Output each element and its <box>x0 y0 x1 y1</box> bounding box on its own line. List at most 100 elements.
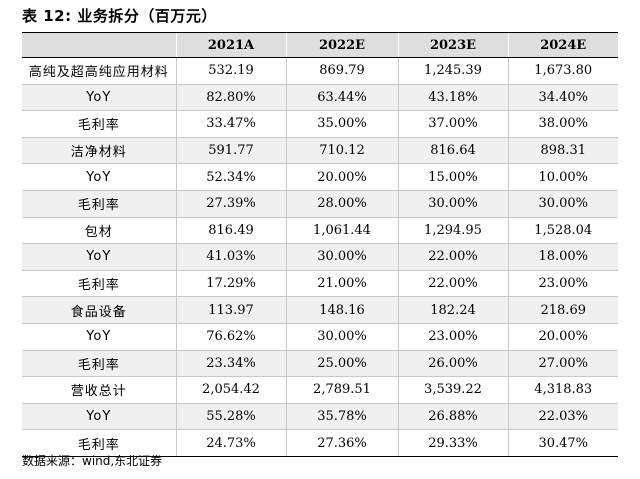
value-cell: 113.97 <box>175 296 286 324</box>
table-title: 表 12: 业务拆分（百万元） <box>22 7 217 25</box>
value-cell: 24.73% <box>175 429 286 457</box>
value-cell: 18.00% <box>507 243 618 271</box>
row-label: 洁净材料 <box>22 137 176 165</box>
header-cell-2024e: 2024E <box>507 32 618 58</box>
value-cell: 1,245.39 <box>397 57 508 85</box>
value-cell: 23.00% <box>397 323 508 351</box>
table-row: 包材 816.49 1,061.44 1,294.95 1,528.04 <box>22 217 618 245</box>
row-label: YoY <box>22 163 176 191</box>
row-label: 高纯及超高纯应用材料 <box>22 57 176 85</box>
value-cell: 816.49 <box>175 217 286 245</box>
value-cell: 63.44% <box>285 84 398 112</box>
header-cell-2023e: 2023E <box>397 32 508 58</box>
value-cell: 30.00% <box>285 323 398 351</box>
value-cell: 218.69 <box>507 296 618 324</box>
value-cell: 30.00% <box>507 190 618 218</box>
value-cell: 1,528.04 <box>507 217 618 245</box>
value-cell: 22.03% <box>507 403 618 431</box>
table-row: 毛利率 17.29% 21.00% 22.00% 23.00% <box>22 270 618 298</box>
value-cell: 20.00% <box>285 163 398 191</box>
value-cell: 148.16 <box>285 296 398 324</box>
row-label: 毛利率 <box>22 429 176 457</box>
business-breakdown-table: 2021A 2022E 2023E 2024E 高纯及超高纯应用材料 532.19… <box>22 32 618 457</box>
value-cell: 38.00% <box>507 110 618 138</box>
value-cell: 76.62% <box>175 323 286 351</box>
value-cell: 82.80% <box>175 84 286 112</box>
data-source-note: 数据来源：wind,东北证券 <box>22 454 163 468</box>
value-cell: 43.18% <box>397 84 508 112</box>
row-label: 毛利率 <box>22 350 176 378</box>
value-cell: 26.00% <box>397 350 508 378</box>
table-row: 毛利率 23.34% 25.00% 26.00% 27.00% <box>22 350 618 378</box>
value-cell: 591.77 <box>175 137 286 165</box>
header-cell-label <box>22 32 176 58</box>
value-cell: 20.00% <box>507 323 618 351</box>
value-cell: 898.31 <box>507 137 618 165</box>
row-label: YoY <box>22 403 176 431</box>
value-cell: 29.33% <box>397 429 508 457</box>
table-row: 高纯及超高纯应用材料 532.19 869.79 1,245.39 1,673.80 <box>22 57 618 85</box>
value-cell: 532.19 <box>175 57 286 85</box>
header-row: 2021A 2022E 2023E 2024E <box>22 32 618 58</box>
header-cell-2021a: 2021A <box>175 32 286 58</box>
table-row: YoY 41.03% 30.00% 22.00% 18.00% <box>22 243 618 271</box>
value-cell: 17.29% <box>175 270 286 298</box>
value-cell: 37.00% <box>397 110 508 138</box>
value-cell: 35.00% <box>285 110 398 138</box>
value-cell: 34.40% <box>507 84 618 112</box>
value-cell: 23.34% <box>175 350 286 378</box>
row-label: 毛利率 <box>22 270 176 298</box>
value-cell: 22.00% <box>397 243 508 271</box>
value-cell: 27.36% <box>285 429 398 457</box>
value-cell: 4,318.83 <box>507 376 618 404</box>
table-row: YoY 82.80% 63.44% 43.18% 34.40% <box>22 84 618 112</box>
header-cell-2022e: 2022E <box>285 32 398 58</box>
value-cell: 21.00% <box>285 270 398 298</box>
row-label: 包材 <box>22 217 176 245</box>
value-cell: 1,673.80 <box>507 57 618 85</box>
value-cell: 869.79 <box>285 57 398 85</box>
table-row: 营收总计 2,054.42 2,789.51 3,539.22 4,318.83 <box>22 376 618 404</box>
value-cell: 27.00% <box>507 350 618 378</box>
table-row: 食品设备 113.97 148.16 182.24 218.69 <box>22 296 618 324</box>
value-cell: 3,539.22 <box>397 376 508 404</box>
table-row: YoY 76.62% 30.00% 23.00% 20.00% <box>22 323 618 351</box>
value-cell: 2,054.42 <box>175 376 286 404</box>
value-cell: 1,294.95 <box>397 217 508 245</box>
table-row: 毛利率 27.39% 28.00% 30.00% 30.00% <box>22 190 618 218</box>
value-cell: 710.12 <box>285 137 398 165</box>
value-cell: 15.00% <box>397 163 508 191</box>
row-label: 营收总计 <box>22 376 176 404</box>
value-cell: 22.00% <box>397 270 508 298</box>
value-cell: 55.28% <box>175 403 286 431</box>
value-cell: 30.00% <box>397 190 508 218</box>
table-row: 毛利率 33.47% 35.00% 37.00% 38.00% <box>22 110 618 138</box>
value-cell: 182.24 <box>397 296 508 324</box>
row-label: 毛利率 <box>22 190 176 218</box>
value-cell: 1,061.44 <box>285 217 398 245</box>
business-breakdown-table-container: 2021A 2022E 2023E 2024E 高纯及超高纯应用材料 532.19… <box>22 32 618 457</box>
value-cell: 33.47% <box>175 110 286 138</box>
value-cell: 35.78% <box>285 403 398 431</box>
table-row: YoY 55.28% 35.78% 26.88% 22.03% <box>22 403 618 431</box>
value-cell: 25.00% <box>285 350 398 378</box>
value-cell: 23.00% <box>507 270 618 298</box>
value-cell: 10.00% <box>507 163 618 191</box>
table-row: 洁净材料 591.77 710.12 816.64 898.31 <box>22 137 618 165</box>
value-cell: 28.00% <box>285 190 398 218</box>
table-row: YoY 52.34% 20.00% 15.00% 10.00% <box>22 163 618 191</box>
value-cell: 816.64 <box>397 137 508 165</box>
value-cell: 41.03% <box>175 243 286 271</box>
row-label: YoY <box>22 323 176 351</box>
row-label: YoY <box>22 243 176 271</box>
value-cell: 30.00% <box>285 243 398 271</box>
row-label: 毛利率 <box>22 110 176 138</box>
table-row: 毛利率 24.73% 27.36% 29.33% 30.47% <box>22 429 618 457</box>
value-cell: 26.88% <box>397 403 508 431</box>
value-cell: 27.39% <box>175 190 286 218</box>
row-label: 食品设备 <box>22 296 176 324</box>
value-cell: 2,789.51 <box>285 376 398 404</box>
value-cell: 52.34% <box>175 163 286 191</box>
row-label: YoY <box>22 84 176 112</box>
value-cell: 30.47% <box>507 429 618 457</box>
